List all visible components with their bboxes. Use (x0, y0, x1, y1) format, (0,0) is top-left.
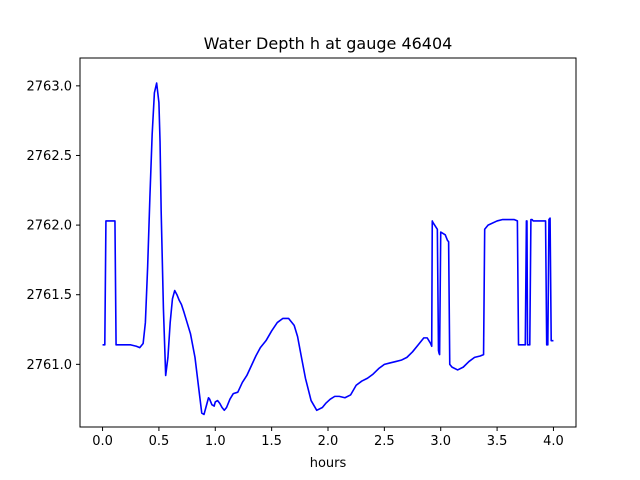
y-tick-label: 2763.0 (27, 79, 73, 94)
x-tick-label: 3.0 (430, 434, 451, 449)
y-tick-label: 2761.0 (27, 358, 73, 373)
plot-area (102, 82, 554, 416)
x-tick-label: 2.0 (318, 434, 339, 449)
x-axis-label: hours (310, 456, 347, 471)
x-tick-label: 1.0 (205, 434, 226, 449)
x-tick-label: 2.5 (374, 434, 395, 449)
x-tick-label: 3.5 (487, 434, 508, 449)
y-tick-label: 2761.5 (27, 288, 73, 303)
x-tick-label: 0.5 (149, 434, 170, 449)
x-tick-label: 1.5 (261, 434, 282, 449)
series-line-0 (102, 82, 554, 416)
x-tick-label: 0.0 (92, 434, 113, 449)
y-tick-label: 2762.0 (27, 219, 73, 234)
x-tick-label: 4.0 (543, 434, 564, 449)
chart-title: Water Depth h at gauge 46404 (204, 34, 453, 53)
y-tick-label: 2762.5 (27, 149, 73, 164)
axes: 0.0 0.5 1.0 1.5 2.0 2.5 3.0 3.5 4.0 2761.0 2761.5 2… (27, 57, 577, 449)
